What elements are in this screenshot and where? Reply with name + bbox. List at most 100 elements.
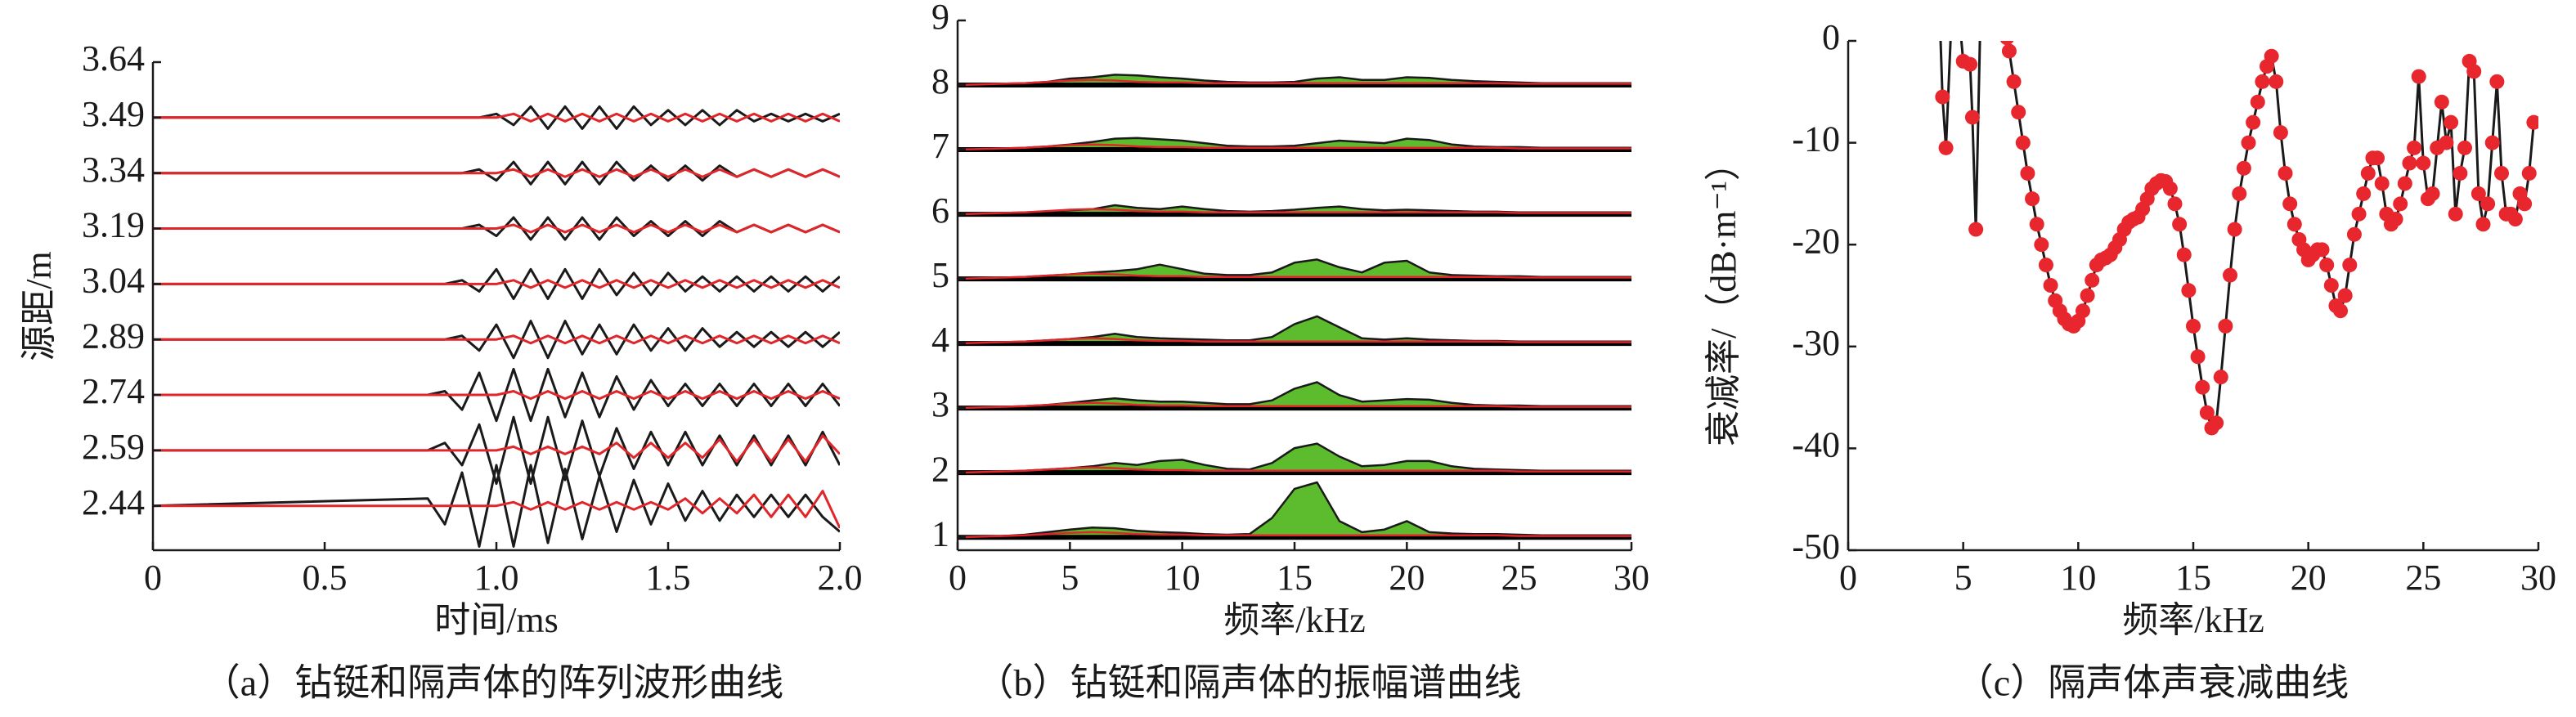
data-point: [2507, 212, 2523, 227]
x-tick-label: 30: [1613, 558, 1649, 598]
data-point: [2453, 165, 2468, 181]
data-point: [2393, 196, 2408, 212]
spectrum-area: [958, 316, 1631, 344]
data-point: [2199, 405, 2215, 420]
series-line: [153, 112, 840, 123]
y-tick-label: 6: [931, 190, 949, 231]
data-point: [2434, 94, 2449, 110]
series-line: [958, 272, 1631, 280]
series-line: [958, 208, 1631, 216]
data-point: [2167, 196, 2183, 212]
caption: （c）隔声体声衰减曲线: [1956, 662, 2349, 704]
x-tick-label: 20: [2291, 558, 2327, 598]
data-point: [2255, 74, 2270, 89]
data-point: [2416, 155, 2431, 171]
data-point: [2278, 165, 2293, 181]
data-point: [2493, 165, 2509, 181]
plot-area: [153, 105, 840, 548]
data-point: [2176, 247, 2192, 262]
y-tick-label: 2.74: [82, 371, 145, 411]
data-point: [2190, 349, 2206, 365]
x-tick-label: 2.0: [818, 558, 863, 598]
data-point: [2351, 206, 2367, 222]
data-point: [2181, 283, 2197, 298]
x-tick-label: 15: [2175, 558, 2211, 598]
x-tick-label: 0: [1839, 558, 1857, 598]
data-point: [2521, 165, 2537, 181]
spectrum-area: [958, 382, 1631, 409]
data-point: [2484, 135, 2500, 150]
plot-area: [958, 74, 1631, 540]
data-point: [2075, 303, 2090, 319]
x-tick-label: 20: [1389, 558, 1425, 598]
data-point: [2439, 135, 2454, 150]
y-tick-label: 9: [931, 0, 949, 37]
series-line: [958, 481, 1631, 539]
y-tick-label: 0: [1822, 17, 1840, 57]
data-point: [2411, 69, 2426, 84]
y-tick-label: 8: [931, 61, 949, 101]
data-point: [2241, 135, 2256, 150]
data-point: [2314, 242, 2330, 258]
data-point: [2457, 140, 2472, 155]
y-tick-label: -50: [1792, 527, 1840, 567]
data-point: [2227, 222, 2242, 237]
data-point: [2034, 237, 2049, 253]
y-tick-label: -40: [1792, 424, 1840, 464]
y-tick-label: 3.04: [82, 260, 145, 300]
data-point: [2388, 212, 2403, 227]
data-point: [2218, 318, 2233, 334]
data-point: [2346, 226, 2362, 242]
data-point: [2250, 94, 2265, 110]
data-point: [2342, 258, 2358, 273]
data-point: [2043, 278, 2058, 294]
series-line: [153, 223, 840, 234]
data-point: [2448, 206, 2463, 222]
data-point: [2232, 186, 2247, 201]
data-point: [2402, 155, 2417, 171]
y-tick-label: 4: [931, 320, 949, 360]
x-tick-label: 30: [2520, 558, 2556, 598]
y-tick-label: 5: [931, 255, 949, 295]
plot-area: [1935, 41, 2538, 436]
series-line: [153, 390, 840, 401]
data-point: [2370, 150, 2385, 166]
y-tick-label: 1: [931, 513, 949, 553]
data-point: [2374, 176, 2390, 191]
data-point: [2337, 288, 2353, 303]
x-tick-label: 25: [2405, 558, 2441, 598]
data-point: [2209, 415, 2224, 431]
y-tick-label: 2.59: [82, 427, 145, 467]
series-line: [153, 434, 840, 463]
x-axis-label: 频率/kHz: [1223, 600, 1366, 640]
data-point: [2246, 114, 2261, 130]
spectrum-area: [958, 482, 1631, 538]
y-axis-label: 衰减率/（dB·m⁻¹）: [1703, 145, 1744, 446]
data-point: [2397, 176, 2412, 191]
x-axis-label: 频率/kHz: [2122, 600, 2264, 640]
data-point: [2001, 43, 2017, 59]
series-line: [958, 74, 1631, 87]
data-point: [2360, 165, 2376, 181]
data-point: [2489, 74, 2505, 89]
data-point: [2425, 186, 2440, 201]
series-line: [153, 415, 840, 486]
data-point: [2471, 186, 2486, 201]
data-point: [2480, 196, 2496, 212]
data-point: [2223, 267, 2238, 283]
series-line: [958, 143, 1631, 151]
spectrum-area: [958, 443, 1631, 473]
data-point: [2273, 125, 2288, 141]
y-tick-label: 3.49: [82, 94, 145, 134]
data-point: [2085, 272, 2100, 288]
y-axis-label: 源距/m: [19, 251, 59, 361]
series-line: [153, 279, 840, 289]
x-tick-label: 0: [949, 558, 967, 598]
data-point: [1999, 41, 2014, 46]
data-point: [1938, 140, 1954, 155]
x-tick-label: 10: [1165, 558, 1200, 598]
data-point: [2015, 135, 2031, 150]
data-point: [2011, 105, 2026, 120]
